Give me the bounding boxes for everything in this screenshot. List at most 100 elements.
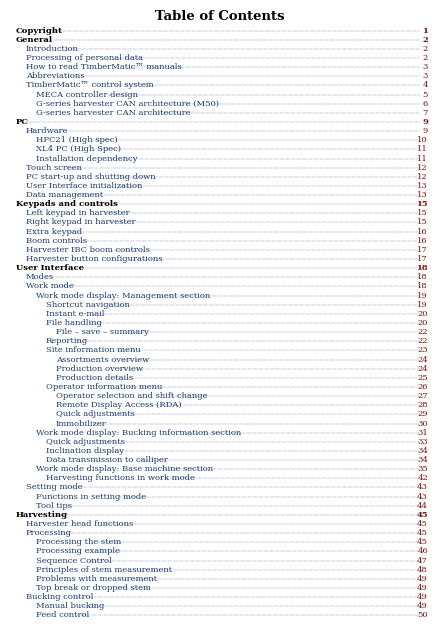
Text: Extra keypad: Extra keypad xyxy=(26,228,82,236)
Text: PC: PC xyxy=(16,118,29,126)
Text: 50: 50 xyxy=(418,612,428,620)
Text: G-series harvester CAN architecture (M50): G-series harvester CAN architecture (M50… xyxy=(36,100,219,108)
Text: PC start-up and shutting down: PC start-up and shutting down xyxy=(26,173,156,181)
Text: 25: 25 xyxy=(418,374,428,382)
Text: 15: 15 xyxy=(417,218,428,227)
Text: Harvesting: Harvesting xyxy=(16,511,68,519)
Text: 11: 11 xyxy=(417,155,428,162)
Text: 45: 45 xyxy=(417,539,428,547)
Text: General: General xyxy=(16,36,53,44)
Text: Introduction: Introduction xyxy=(26,45,79,53)
Text: Processing the stem: Processing the stem xyxy=(36,539,121,547)
Text: 49: 49 xyxy=(417,602,428,610)
Text: MECA controller design: MECA controller design xyxy=(36,90,138,99)
Text: 49: 49 xyxy=(417,575,428,583)
Text: Site information menu: Site information menu xyxy=(46,346,141,354)
Text: Bucking control: Bucking control xyxy=(26,593,93,601)
Text: 12: 12 xyxy=(418,173,428,181)
Text: Quick adjustments: Quick adjustments xyxy=(56,411,135,418)
Text: Harvester head functions: Harvester head functions xyxy=(26,520,133,528)
Text: 45: 45 xyxy=(417,520,428,528)
Text: 17: 17 xyxy=(417,255,428,263)
Text: 35: 35 xyxy=(417,466,428,473)
Text: Table of Contents: Table of Contents xyxy=(155,10,285,23)
Text: Functions in setting mode: Functions in setting mode xyxy=(36,492,146,500)
Text: 7: 7 xyxy=(423,109,428,117)
Text: 26: 26 xyxy=(418,383,428,391)
Text: Work mode display: Management section: Work mode display: Management section xyxy=(36,291,210,300)
Text: Reporting: Reporting xyxy=(46,338,88,345)
Text: Production overview: Production overview xyxy=(56,364,143,373)
Text: Tool tips: Tool tips xyxy=(36,502,72,510)
Text: 6: 6 xyxy=(423,100,428,108)
Text: 49: 49 xyxy=(417,593,428,601)
Text: Processing: Processing xyxy=(26,529,72,537)
Text: 10: 10 xyxy=(418,136,428,144)
Text: Harvester IBC boom controls: Harvester IBC boom controls xyxy=(26,246,150,254)
Text: 23: 23 xyxy=(418,346,428,354)
Text: HPC21 (High spec): HPC21 (High spec) xyxy=(36,136,117,144)
Text: Boom controls: Boom controls xyxy=(26,236,87,245)
Text: Setting mode: Setting mode xyxy=(26,484,83,492)
Text: 18: 18 xyxy=(417,273,428,281)
Text: 17: 17 xyxy=(417,246,428,254)
Text: Remote Display Access (RDA): Remote Display Access (RDA) xyxy=(56,401,182,409)
Text: User Interface: User Interface xyxy=(16,264,84,272)
Text: G-series harvester CAN architecture: G-series harvester CAN architecture xyxy=(36,109,191,117)
Text: 3: 3 xyxy=(423,72,428,80)
Text: 20: 20 xyxy=(418,310,428,318)
Text: 45: 45 xyxy=(417,529,428,537)
Text: Processing example: Processing example xyxy=(36,547,120,555)
Text: Principles of stem measurement: Principles of stem measurement xyxy=(36,566,172,573)
Text: 13: 13 xyxy=(417,191,428,199)
Text: Modes: Modes xyxy=(26,273,54,281)
Text: 44: 44 xyxy=(417,502,428,510)
Text: Harvester button configurations: Harvester button configurations xyxy=(26,255,162,263)
Text: 29: 29 xyxy=(418,411,428,418)
Text: 34: 34 xyxy=(417,456,428,464)
Text: 12: 12 xyxy=(418,163,428,172)
Text: 9: 9 xyxy=(423,127,428,135)
Text: 47: 47 xyxy=(417,557,428,565)
Text: Manual bucking: Manual bucking xyxy=(36,602,104,610)
Text: Quick adjustments: Quick adjustments xyxy=(46,438,125,446)
Text: Feed control: Feed control xyxy=(36,612,89,620)
Text: 24: 24 xyxy=(417,364,428,373)
Text: Work mode: Work mode xyxy=(26,283,74,290)
Text: User Interface initialization: User Interface initialization xyxy=(26,182,143,190)
Text: Sequence Control: Sequence Control xyxy=(36,557,112,565)
Text: 11: 11 xyxy=(417,145,428,154)
Text: 2: 2 xyxy=(422,36,428,44)
Text: File handling: File handling xyxy=(46,319,102,327)
Text: Installation dependency: Installation dependency xyxy=(36,155,137,162)
Text: 5: 5 xyxy=(423,90,428,99)
Text: 16: 16 xyxy=(418,236,428,245)
Text: Problems with measurement: Problems with measurement xyxy=(36,575,157,583)
Text: 43: 43 xyxy=(417,484,428,492)
Text: 19: 19 xyxy=(417,301,428,309)
Text: 9: 9 xyxy=(422,118,428,126)
Text: Copyright: Copyright xyxy=(16,27,63,34)
Text: Touch screen: Touch screen xyxy=(26,163,82,172)
Text: 43: 43 xyxy=(417,492,428,500)
Text: Operator selection and shift change: Operator selection and shift change xyxy=(56,392,208,400)
Text: 16: 16 xyxy=(418,228,428,236)
Text: 45: 45 xyxy=(416,511,428,519)
Text: 20: 20 xyxy=(418,319,428,327)
Text: Harvesting functions in work mode: Harvesting functions in work mode xyxy=(46,474,195,482)
Text: TimberMatic™ control system: TimberMatic™ control system xyxy=(26,81,154,89)
Text: Instant e-mail: Instant e-mail xyxy=(46,310,105,318)
Text: XL4 PC (High Spec): XL4 PC (High Spec) xyxy=(36,145,121,154)
Text: 49: 49 xyxy=(417,584,428,592)
Text: 18: 18 xyxy=(416,264,428,272)
Text: File – save – summary: File – save – summary xyxy=(56,328,149,336)
Text: 18: 18 xyxy=(417,283,428,290)
Text: Immobilizer: Immobilizer xyxy=(56,419,107,427)
Text: 15: 15 xyxy=(417,209,428,217)
Text: 31: 31 xyxy=(417,429,428,437)
Text: Operator information menu: Operator information menu xyxy=(46,383,162,391)
Text: 2: 2 xyxy=(423,54,428,62)
Text: Work mode display: Bucking information section: Work mode display: Bucking information s… xyxy=(36,429,241,437)
Text: Abbreviations: Abbreviations xyxy=(26,72,84,80)
Text: 48: 48 xyxy=(417,566,428,573)
